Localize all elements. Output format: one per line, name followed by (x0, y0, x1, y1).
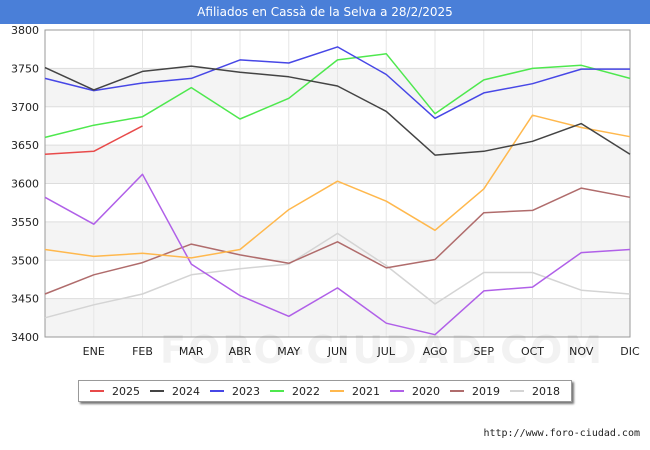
legend-swatch (150, 390, 164, 392)
y-tick-label: 3750 (11, 62, 39, 75)
series-line-2020 (44, 173, 631, 336)
legend-swatch (450, 390, 464, 392)
legend-item-2018: 2018 (510, 385, 560, 398)
legend-item-2024: 2024 (150, 385, 200, 398)
legend-label: 2019 (472, 384, 500, 398)
y-tick-label: 3550 (11, 216, 39, 229)
x-tick-label: ABR (229, 345, 252, 358)
series-line-2024 (44, 65, 631, 156)
y-tick-label: 3650 (11, 139, 39, 152)
series-line-2018 (44, 232, 631, 319)
legend-label: 2022 (292, 384, 320, 398)
legend-item-2019: 2019 (450, 385, 500, 398)
chart-title: Afiliados en Cassà de la Selva a 28/2/20… (0, 0, 650, 24)
legend-swatch (210, 390, 224, 392)
legend: 2025 2024 2023 2022 2021 2020 2019 2018 (78, 380, 572, 402)
legend-label: 2024 (172, 384, 200, 398)
legend-swatch (330, 390, 344, 392)
x-tick-label: SEP (473, 345, 494, 358)
legend-swatch (510, 390, 524, 392)
y-tick-label: 3400 (11, 331, 39, 344)
series-line-2019 (44, 187, 631, 295)
legend-swatch (270, 390, 284, 392)
x-tick-label: ENE (83, 345, 105, 358)
x-tick-label: OCT (521, 345, 544, 358)
line-chart: 3400 3450 3500 3550 3600 3650 3700 3750 3800 ENE F… (11, 24, 640, 358)
plot-border (44, 29, 631, 338)
y-tick-label: 3500 (11, 254, 39, 267)
legend-label: 2021 (352, 384, 380, 398)
y-tick-label: 3700 (11, 101, 39, 114)
legend-label: 2023 (232, 384, 260, 398)
y-tick-label: 3800 (11, 24, 39, 37)
x-tick-label: MAR (179, 345, 204, 358)
legend-swatch (90, 390, 104, 392)
source-url[interactable]: http://www.foro-ciudad.com (483, 428, 640, 439)
series-line-2022 (44, 53, 631, 139)
x-tick-label: AGO (423, 345, 448, 358)
x-tick-label: MAY (277, 345, 300, 358)
legend-item-2023: 2023 (210, 385, 260, 398)
legend-item-2022: 2022 (270, 385, 320, 398)
series-line-2021 (44, 114, 631, 259)
x-tick-label: JUN (327, 345, 348, 358)
legend-item-2021: 2021 (330, 385, 380, 398)
y-tick-label: 3600 (11, 178, 39, 191)
legend-swatch (390, 390, 404, 392)
x-tick-label: DIC (620, 345, 640, 358)
legend-label: 2020 (412, 384, 440, 398)
legend-label: 2025 (112, 384, 140, 398)
series-line-2023 (44, 46, 630, 120)
legend-item-2025: 2025 (90, 385, 140, 398)
series-line-2025 (44, 125, 143, 156)
x-tick-label: JUL (377, 345, 396, 358)
x-tick-label: NOV (569, 345, 594, 358)
x-tick-label: FEB (132, 345, 153, 358)
legend-label: 2018 (532, 384, 560, 398)
watermark: FORO-CIUDAD.COM (160, 328, 605, 372)
legend-item-2020: 2020 (390, 385, 440, 398)
y-tick-label: 3450 (11, 293, 39, 306)
